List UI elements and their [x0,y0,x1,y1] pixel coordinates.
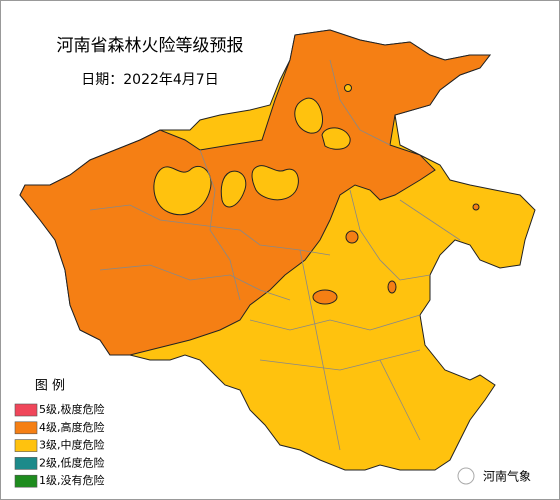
watermark-icon [457,467,475,485]
border-line [329,59,391,146]
legend-swatch [14,439,38,452]
legend-label: 5级,极度危险 [39,402,105,416]
legend-swatch [14,403,38,417]
watermark-text: 河南气象 [483,469,531,484]
map-title: 河南省森林火险等级预报 [57,36,244,56]
legend-swatch [14,474,38,488]
border-line [199,149,241,301]
border-line [249,314,421,331]
high-risk-patch [312,289,338,305]
legend-swatch [14,457,38,470]
moderate-risk-patch [294,97,323,134]
moderate-risk-patch [251,165,299,201]
legend-title: 图 例 [35,379,65,394]
high-risk-patch [345,230,359,244]
map-date: 日期：2022年4月7日 [81,72,218,88]
moderate-risk-patch [153,165,212,216]
border-line [99,264,291,301]
border-line [299,249,341,451]
watermark: 河南气象 [457,467,531,485]
moderate-risk-patch [220,170,247,208]
county-borders [89,59,461,451]
legend-label: 3级,中度危险 [39,438,105,452]
legend-label: 2级,低度危险 [39,455,105,469]
legend: 5级,极度危险 4级,高度危险 3级,中度危险 2级,低度危险 1级,没有危险 [14,402,105,488]
high-risk-patch [472,203,480,211]
legend-label: 1级,没有危险 [39,473,105,487]
moderate-risk-patch [344,84,352,92]
high-risk-patch [387,280,397,294]
border-line [379,359,421,441]
legend-swatch [14,421,38,435]
legend-label: 4级,高度危险 [39,420,105,434]
border-line [89,204,331,256]
moderate-risk-patch [321,127,351,150]
border-line [399,199,461,241]
high-risk-area [19,29,492,356]
border-line [259,349,421,371]
border-line [349,189,431,281]
